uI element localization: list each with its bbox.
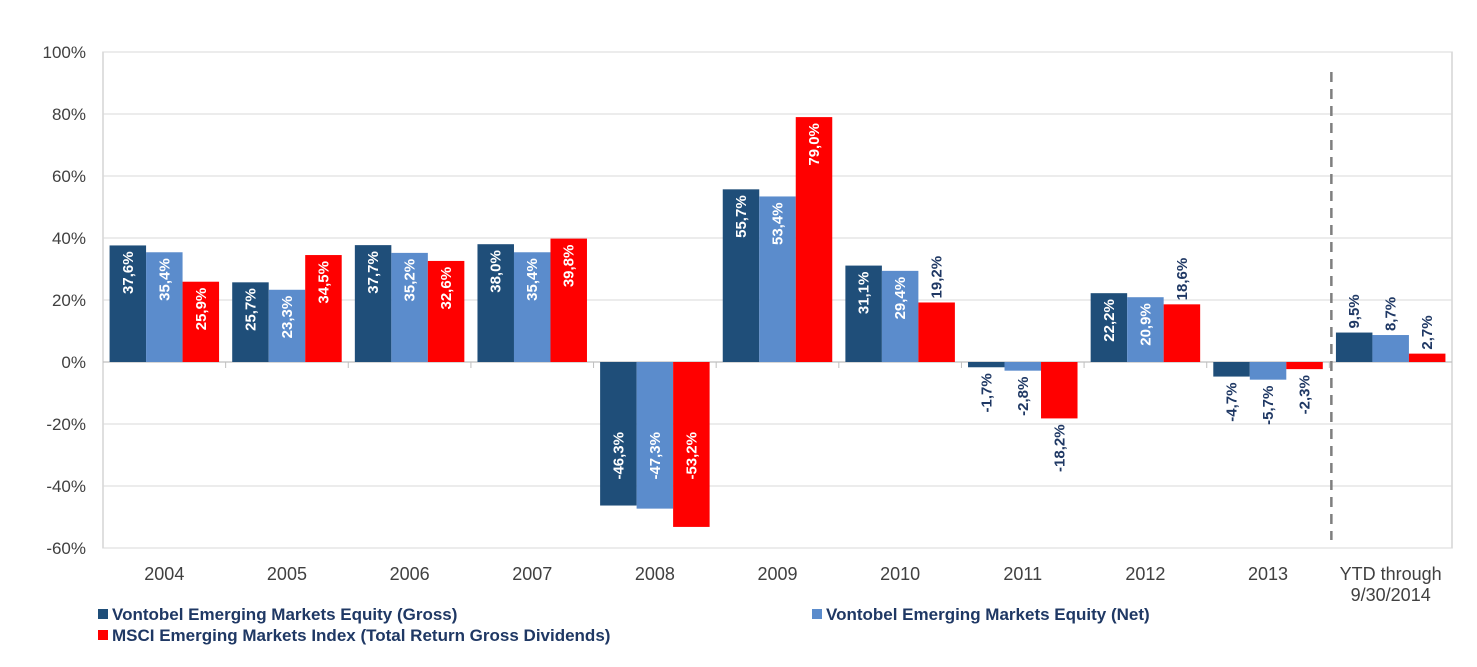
data-label: -1,7% <box>978 373 995 412</box>
legend-swatch <box>98 630 108 640</box>
data-label: 23,3% <box>279 296 296 339</box>
bar-series3-2013 <box>1286 362 1323 370</box>
bar-series2-2004 <box>146 252 183 362</box>
data-label: 25,9% <box>193 288 210 331</box>
bar-series1-2007 <box>477 244 514 362</box>
bar-series1-2009 <box>722 189 760 362</box>
bar-series1-2010 <box>845 265 882 362</box>
data-label: 25,7% <box>242 288 259 331</box>
legend-swatch <box>98 609 108 619</box>
data-label: -2,3% <box>1297 375 1314 414</box>
bar-series2-2007 <box>513 252 551 362</box>
x-category-label: 2010 <box>880 564 920 584</box>
data-label: -18,2% <box>1051 424 1068 472</box>
data-label: 19,2% <box>929 256 946 299</box>
x-category-label: 2005 <box>267 564 307 584</box>
data-label: 20,9% <box>1137 303 1154 346</box>
bar-series2-2006 <box>391 252 428 362</box>
y-tick-label: 80% <box>52 105 86 124</box>
bar-series1-2008 <box>600 362 637 506</box>
legend-label: Vontobel Emerging Markets Equity (Gross) <box>112 605 457 624</box>
bar-series2-2005 <box>268 289 306 362</box>
data-label: 35,4% <box>524 258 541 301</box>
bar-series2-2012 <box>1127 297 1164 362</box>
data-label: 31,1% <box>856 272 873 315</box>
bar-series2-2010 <box>881 270 919 362</box>
bar-series3-2011 <box>1041 362 1078 419</box>
y-tick-label: 100% <box>43 43 86 62</box>
data-label: 8,7% <box>1383 297 1400 331</box>
x-category-label: YTD through <box>1340 564 1442 584</box>
x-category-label: 9/30/2014 <box>1351 585 1431 605</box>
bar-series3-2012 <box>1163 304 1201 362</box>
data-label: 35,4% <box>156 258 173 301</box>
data-label: -2,8% <box>1015 377 1032 416</box>
data-label: 38,0% <box>488 250 505 293</box>
legend-swatch <box>812 609 822 619</box>
bar-series1-2013 <box>1213 362 1250 377</box>
x-category-label: 2011 <box>1003 564 1042 584</box>
bar-series3-ytd-through-9-30-2014 <box>1408 353 1446 362</box>
data-label: 79,0% <box>806 123 823 166</box>
bar-series2-2011 <box>1004 362 1042 371</box>
x-category-label: 2009 <box>757 564 797 584</box>
data-label: 18,6% <box>1174 258 1191 301</box>
data-label: 37,7% <box>365 251 382 294</box>
bar-series3-2004 <box>182 281 220 362</box>
data-label: 22,2% <box>1101 299 1118 342</box>
bar-series1-2012 <box>1090 293 1128 362</box>
y-tick-label: -20% <box>46 415 86 434</box>
bar-series1-ytd-through-9-30-2014 <box>1335 332 1373 362</box>
x-category-label: 2006 <box>390 564 430 584</box>
bar-series2-2009 <box>759 196 796 362</box>
data-label: 37,6% <box>120 251 137 294</box>
data-label: -47,3% <box>647 432 664 480</box>
data-label: -46,3% <box>610 432 627 480</box>
data-label: 9,5% <box>1346 294 1363 328</box>
bar-series3-2007 <box>550 238 587 362</box>
bar-series3-2006 <box>427 260 465 362</box>
bar-series1-2011 <box>968 362 1005 368</box>
legend-label: Vontobel Emerging Markets Equity (Net) <box>826 605 1150 624</box>
bar-series3-2010 <box>918 302 955 362</box>
x-category-label: 2008 <box>635 564 675 584</box>
bar-series2-ytd-through-9-30-2014 <box>1372 335 1409 362</box>
y-tick-label: 20% <box>52 291 86 310</box>
data-label: 35,2% <box>402 259 419 302</box>
y-tick-label: 60% <box>52 167 86 186</box>
bar-series1-2005 <box>232 282 269 362</box>
data-label: -53,2% <box>683 432 700 480</box>
x-category-label: 2004 <box>144 564 184 584</box>
data-label: 29,4% <box>892 277 909 320</box>
y-tick-label: 0% <box>61 353 86 372</box>
legend-label: MSCI Emerging Markets Index (Total Retur… <box>112 626 610 645</box>
data-label: 34,5% <box>315 261 332 304</box>
y-tick-label: -40% <box>46 477 86 496</box>
y-tick-label: 40% <box>52 229 86 248</box>
data-label: -4,7% <box>1224 383 1241 422</box>
bar-series2-2008 <box>636 362 674 509</box>
data-label: 55,7% <box>733 195 750 238</box>
bar-series1-2004 <box>109 245 147 362</box>
data-label: -5,7% <box>1260 386 1277 425</box>
x-category-label: 2007 <box>512 564 552 584</box>
bar-series3-2009 <box>795 117 833 362</box>
data-label: 2,7% <box>1419 315 1436 349</box>
data-label: 39,8% <box>561 245 578 288</box>
x-category-label: 2013 <box>1248 564 1288 584</box>
bar-series2-2013 <box>1249 362 1287 380</box>
bar-series3-2005 <box>305 255 342 362</box>
data-label: 32,6% <box>438 267 455 310</box>
data-label: 53,4% <box>770 202 787 245</box>
bar-series1-2006 <box>354 245 392 362</box>
bar-series3-2008 <box>673 362 710 527</box>
x-category-label: 2012 <box>1125 564 1165 584</box>
y-tick-label: -60% <box>46 539 86 558</box>
